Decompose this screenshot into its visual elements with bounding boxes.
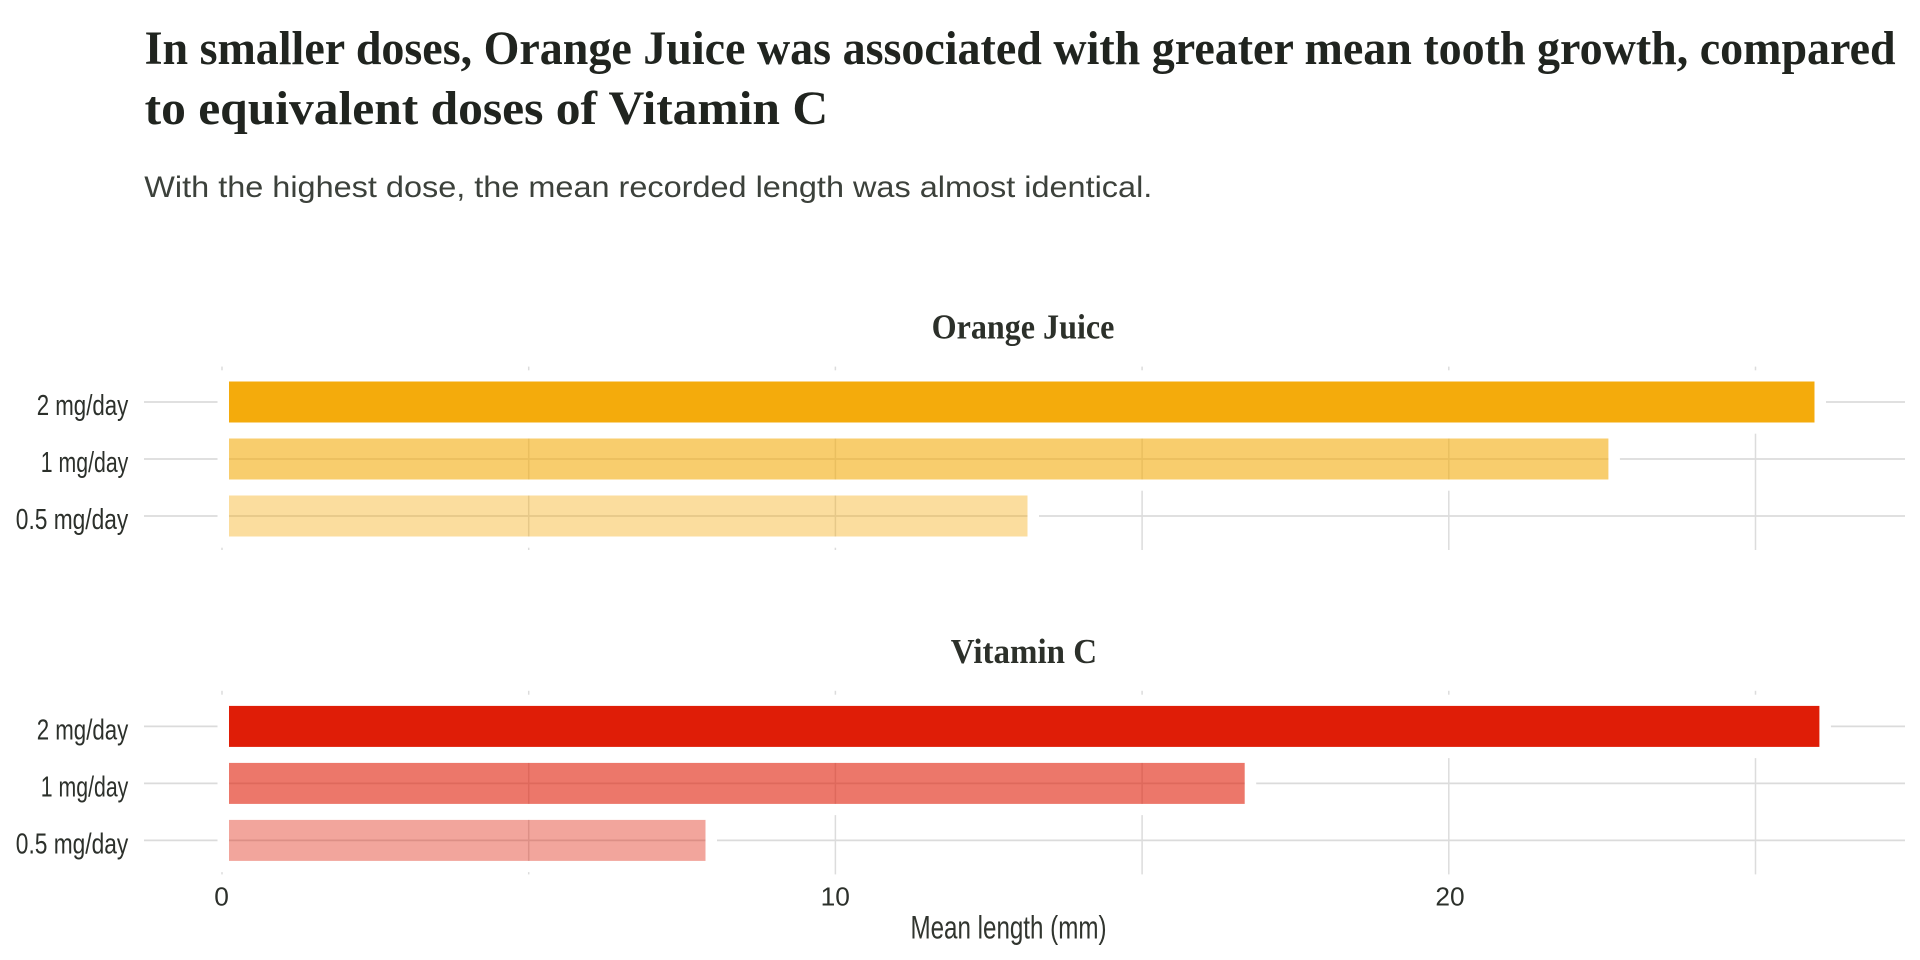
svg-text:Mean length (mm): Mean length (mm) [911, 910, 1107, 946]
svg-text:0: 0 [214, 882, 229, 912]
svg-text:0.5 mg/day: 0.5 mg/day [16, 828, 129, 860]
svg-text:20: 20 [1435, 882, 1464, 912]
svg-text:In smaller doses, Orange Juice: In smaller doses, Orange Juice was assoc… [145, 23, 1896, 75]
svg-text:1 mg/day: 1 mg/day [41, 771, 129, 803]
svg-text:1 mg/day: 1 mg/day [41, 447, 129, 479]
svg-text:0.5 mg/day: 0.5 mg/day [16, 504, 129, 536]
svg-text:Orange Juice: Orange Juice [932, 307, 1115, 346]
svg-text:10: 10 [821, 882, 850, 912]
svg-text:Vitamin C: Vitamin C [951, 632, 1097, 671]
svg-text:With the highest dose, the mea: With the highest dose, the mean recorded… [144, 171, 1152, 204]
svg-text:2 mg/day: 2 mg/day [37, 390, 129, 422]
svg-text:2 mg/day: 2 mg/day [37, 714, 129, 746]
svg-text:to equivalent doses of Vitamin: to equivalent doses of Vitamin C [145, 83, 829, 135]
